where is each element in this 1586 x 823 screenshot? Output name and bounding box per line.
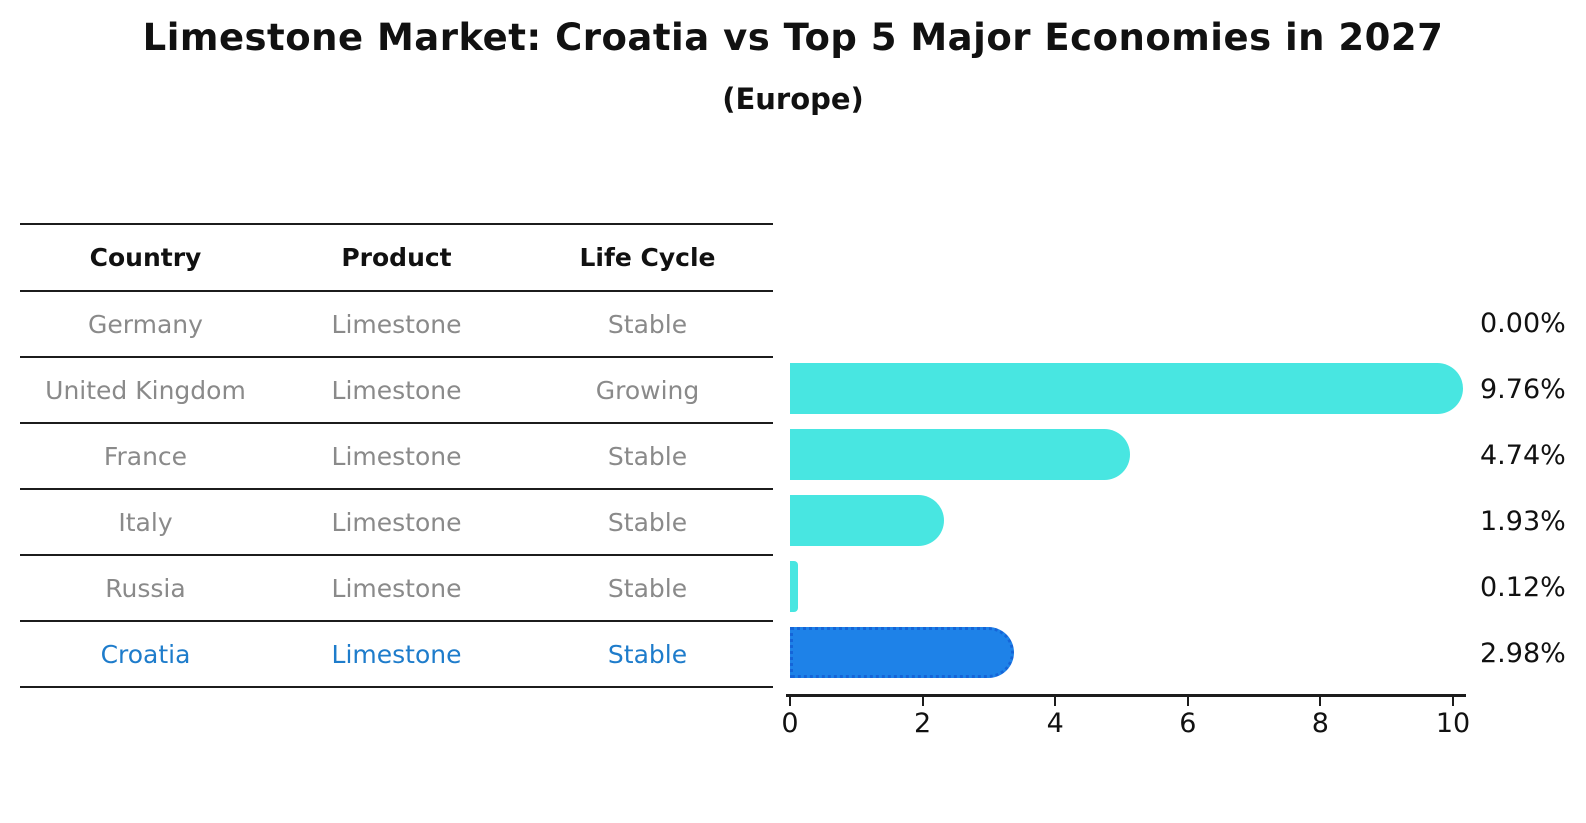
table-cell-life-cycle: Growing xyxy=(595,375,700,405)
bar-france xyxy=(790,429,1131,480)
x-axis-tick-label: 10 xyxy=(1435,708,1471,739)
table-cell-country: Russia xyxy=(105,573,186,603)
table-row: Croatia Limestone Stable xyxy=(20,622,773,688)
table-cell-life-cycle: Stable xyxy=(607,573,688,603)
x-axis-tick-label: 6 xyxy=(1179,708,1197,739)
bar-row xyxy=(790,290,1490,356)
table-cell-product: Limestone xyxy=(331,375,462,405)
column-header-life-cycle: Life Cycle xyxy=(579,243,716,272)
x-axis-tick xyxy=(789,697,791,706)
bar-row xyxy=(790,488,1490,554)
x-axis-tick-label: 8 xyxy=(1311,708,1329,739)
bar-value-label: 0.00% xyxy=(1480,307,1566,339)
table-header-row: Country Product Life Cycle xyxy=(20,225,773,292)
x-axis-tick xyxy=(1319,697,1322,706)
table-cell-country: Germany xyxy=(88,309,203,339)
comparison-table: Country Product Life Cycle Germany Limest… xyxy=(20,223,773,688)
x-axis-tick xyxy=(1186,697,1189,706)
x-axis-tick xyxy=(921,697,924,706)
table-cell-country: France xyxy=(103,441,188,471)
table-cell-life-cycle: Stable xyxy=(607,441,688,471)
value-labels: 0.00% 9.76% 4.74% 1.93% 0.12% 2.98% xyxy=(1480,290,1566,686)
page-subtitle: (Europe) xyxy=(722,82,864,116)
bar-value-label: 0.12% xyxy=(1480,571,1566,603)
column-header-product: Product xyxy=(341,243,452,272)
table-cell-product: Limestone xyxy=(331,507,462,537)
x-axis-tick-label: 0 xyxy=(781,708,799,739)
x-axis: 0 2 4 6 8 10 xyxy=(781,694,1470,754)
table-cell-product: Limestone xyxy=(331,639,462,669)
bar-row xyxy=(790,554,1490,620)
x-axis-tick xyxy=(1452,697,1454,706)
bar-croatia xyxy=(790,627,1014,678)
page-title: Limestone Market: Croatia vs Top 5 Major… xyxy=(142,16,1444,59)
table-cell-product: Limestone xyxy=(331,441,462,471)
table-cell-product: Limestone xyxy=(331,573,462,603)
bar-row xyxy=(790,422,1490,488)
table-row: Italy Limestone Stable xyxy=(20,490,773,556)
table-cell-life-cycle: Stable xyxy=(607,309,688,339)
bar-value-label: 9.76% xyxy=(1480,373,1566,405)
table-row: France Limestone Stable xyxy=(20,424,773,490)
x-axis-tick-label: 4 xyxy=(1046,708,1064,739)
bar-united-kingdom xyxy=(790,363,1464,414)
table-cell-product: Limestone xyxy=(331,309,462,339)
table-row: Russia Limestone Stable xyxy=(20,556,773,622)
bar-value-label: 1.93% xyxy=(1480,505,1566,537)
bar-row xyxy=(790,356,1490,422)
bar-value-label: 4.74% xyxy=(1480,439,1566,471)
table-cell-life-cycle: Stable xyxy=(607,639,688,669)
x-axis-line xyxy=(786,694,1466,697)
table-body: Germany Limestone Stable United Kingdom Lime… xyxy=(20,292,773,688)
table-cell-country: Italy xyxy=(118,507,173,537)
table-cell-life-cycle: Stable xyxy=(607,507,688,537)
table-row: United Kingdom Limestone Growing xyxy=(20,358,773,424)
bar-row xyxy=(790,620,1490,686)
bar-russia xyxy=(790,561,798,612)
table-cell-country: Croatia xyxy=(100,639,191,669)
column-header-country: Country xyxy=(89,243,202,272)
table-cell-country: United Kingdom xyxy=(45,375,246,405)
table-row: Germany Limestone Stable xyxy=(20,292,773,358)
x-axis-tick-label: 2 xyxy=(914,708,932,739)
bar-italy xyxy=(790,495,944,546)
bar-chart xyxy=(790,290,1490,686)
bar-value-label: 2.98% xyxy=(1480,637,1566,669)
x-axis-tick xyxy=(1054,697,1057,706)
